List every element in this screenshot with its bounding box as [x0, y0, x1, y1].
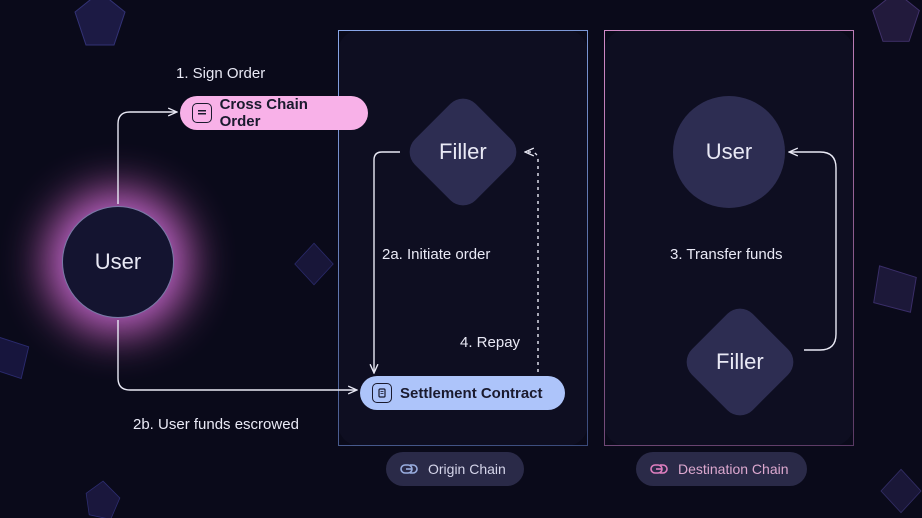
- diagram-canvas: User Cross Chain Order Filler Settlement…: [0, 0, 922, 518]
- link-icon: [400, 460, 418, 478]
- crystal-decor: [70, 0, 130, 50]
- destination-chain-chip: Destination Chain: [636, 452, 807, 486]
- filler-origin-label: Filler: [439, 139, 487, 165]
- crystal-decor: [0, 330, 38, 386]
- step-2b-label: 2b. User funds escrowed: [133, 416, 299, 433]
- filler-dest-label: Filler: [716, 349, 764, 375]
- destination-chain-label: Destination Chain: [678, 461, 789, 477]
- cross-chain-order-label: Cross Chain Order: [220, 96, 350, 130]
- order-icon: [192, 103, 212, 123]
- crystal-decor: [290, 240, 338, 288]
- cross-chain-order-pill: Cross Chain Order: [180, 96, 368, 130]
- origin-chain-chip: Origin Chain: [386, 452, 524, 486]
- origin-chain-label: Origin Chain: [428, 461, 506, 477]
- user-dest-label: User: [706, 139, 752, 165]
- crystal-decor: [866, 262, 922, 320]
- link-icon: [650, 460, 668, 478]
- user-node-left-label: User: [95, 249, 141, 275]
- contract-icon: [372, 383, 392, 403]
- settlement-contract-label: Settlement Contract: [400, 385, 543, 402]
- step-2a-label: 2a. Initiate order: [382, 246, 490, 263]
- user-node-left: User: [62, 206, 174, 318]
- settlement-contract-pill: Settlement Contract: [360, 376, 565, 410]
- step-4-label: 4. Repay: [460, 334, 520, 351]
- crystal-decor: [868, 0, 922, 46]
- crystal-decor: [80, 478, 126, 518]
- crystal-decor: [876, 466, 922, 516]
- step-1-label: 1. Sign Order: [176, 65, 265, 82]
- step-3-label: 3. Transfer funds: [670, 246, 783, 263]
- user-node-dest: User: [673, 96, 785, 208]
